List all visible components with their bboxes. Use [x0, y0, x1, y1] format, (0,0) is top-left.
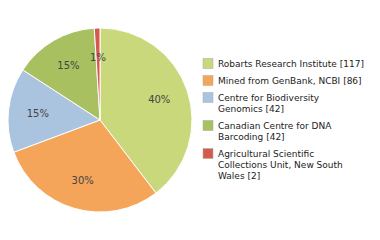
- legend-label-line: Barcoding [42]: [218, 132, 285, 142]
- legend-label-line: Robarts Research Institute [117]: [218, 59, 364, 69]
- legend-swatch: [203, 121, 213, 131]
- legend-label-line: Collections Unit, New South: [218, 160, 343, 170]
- legend-item: Canadian Centre for DNABarcoding [42]: [203, 121, 332, 143]
- legend-label-line: Wales [2]: [218, 171, 260, 181]
- data-label: 40%: [148, 94, 170, 105]
- legend-label-line: Mined from GenBank, NCBI [86]: [218, 76, 362, 86]
- legend-item: Centre for BiodiversityGenomics [42]: [203, 93, 320, 115]
- legend-label-line: Agricultural Scientific: [218, 149, 314, 159]
- data-label: 30%: [72, 175, 94, 186]
- legend-label-line: Genomics [42]: [218, 104, 284, 114]
- legend-label: Mined from GenBank, NCBI [86]: [218, 76, 362, 86]
- legend: Robarts Research Institute [117] Mined fr…: [203, 59, 364, 182]
- pie-slice: [94, 28, 100, 120]
- legend-label-line: Canadian Centre for DNA: [218, 121, 332, 131]
- legend-swatch: [203, 59, 213, 69]
- data-label: 15%: [57, 60, 79, 71]
- legend-item: Robarts Research Institute [117]: [203, 59, 364, 70]
- legend-swatch: [203, 93, 213, 103]
- pie-slice: [23, 28, 100, 120]
- pie: [8, 28, 192, 212]
- data-label: 15%: [27, 108, 49, 119]
- data-label: 1%: [90, 52, 106, 63]
- legend-item: Mined from GenBank, NCBI [86]: [203, 76, 362, 87]
- legend-swatch: [203, 149, 213, 159]
- data-labels: 40% 30% 15% 15% 1%: [27, 52, 171, 186]
- legend-label: Centre for BiodiversityGenomics [42]: [218, 93, 320, 114]
- legend-item: Agricultural ScientificCollections Unit,…: [203, 149, 343, 182]
- legend-label: Agricultural ScientificCollections Unit,…: [218, 149, 343, 181]
- legend-label-line: Centre for Biodiversity: [218, 93, 320, 103]
- legend-label: Robarts Research Institute [117]: [218, 59, 364, 69]
- legend-swatch: [203, 76, 213, 86]
- chart: 40% 30% 15% 15% 1% Robarts Research Institute…: [0, 0, 380, 240]
- legend-label: Canadian Centre for DNABarcoding [42]: [218, 121, 332, 142]
